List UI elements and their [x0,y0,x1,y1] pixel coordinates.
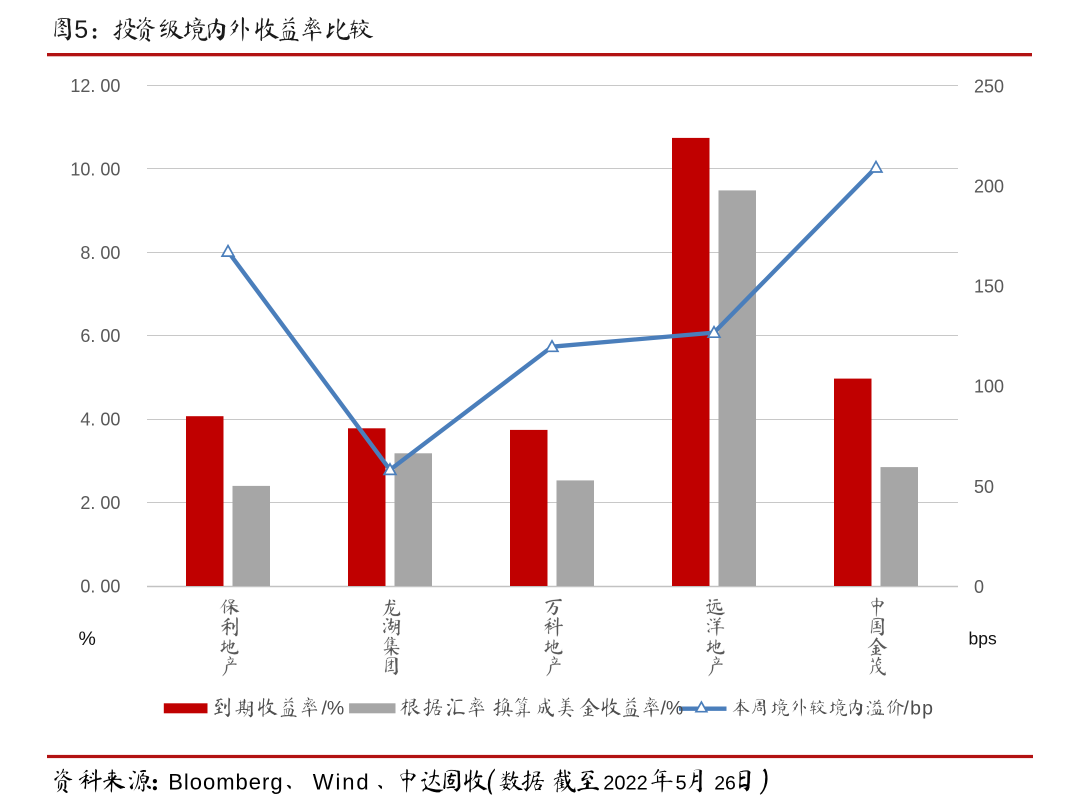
svg-text:/bp: /bp [904,698,935,720]
svg-text:bps: bps [969,629,997,649]
svg-text:5: 5 [74,16,88,44]
svg-text:50: 50 [974,477,994,497]
svg-text:0: 0 [974,577,984,597]
svg-text:10. 00: 10. 00 [70,159,120,179]
svg-text:26: 26 [714,773,736,795]
svg-text:/%: /% [322,698,345,720]
svg-text:6. 00: 6. 00 [80,326,120,346]
svg-text:/%: /% [661,698,684,720]
svg-text:2022: 2022 [603,773,648,795]
svg-text:Wind: Wind [313,770,371,795]
svg-text:200: 200 [974,176,1004,196]
svg-text:150: 150 [974,277,1004,297]
svg-text:4. 00: 4. 00 [80,410,120,430]
svg-text:100: 100 [974,377,1004,397]
svg-text:%: % [79,628,96,650]
svg-text:12. 00: 12. 00 [70,76,120,96]
svg-text:Bloomberg: Bloomberg [168,770,283,795]
svg-text:8. 00: 8. 00 [80,243,120,263]
svg-text:2. 00: 2. 00 [80,493,120,513]
svg-text:250: 250 [974,76,1004,96]
svg-text:5: 5 [676,773,687,795]
svg-text:0. 00: 0. 00 [80,577,120,597]
